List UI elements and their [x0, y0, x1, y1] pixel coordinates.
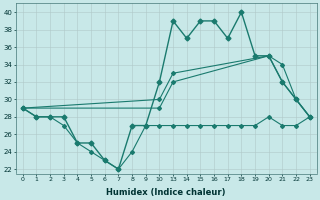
X-axis label: Humidex (Indice chaleur): Humidex (Indice chaleur)	[107, 188, 226, 197]
